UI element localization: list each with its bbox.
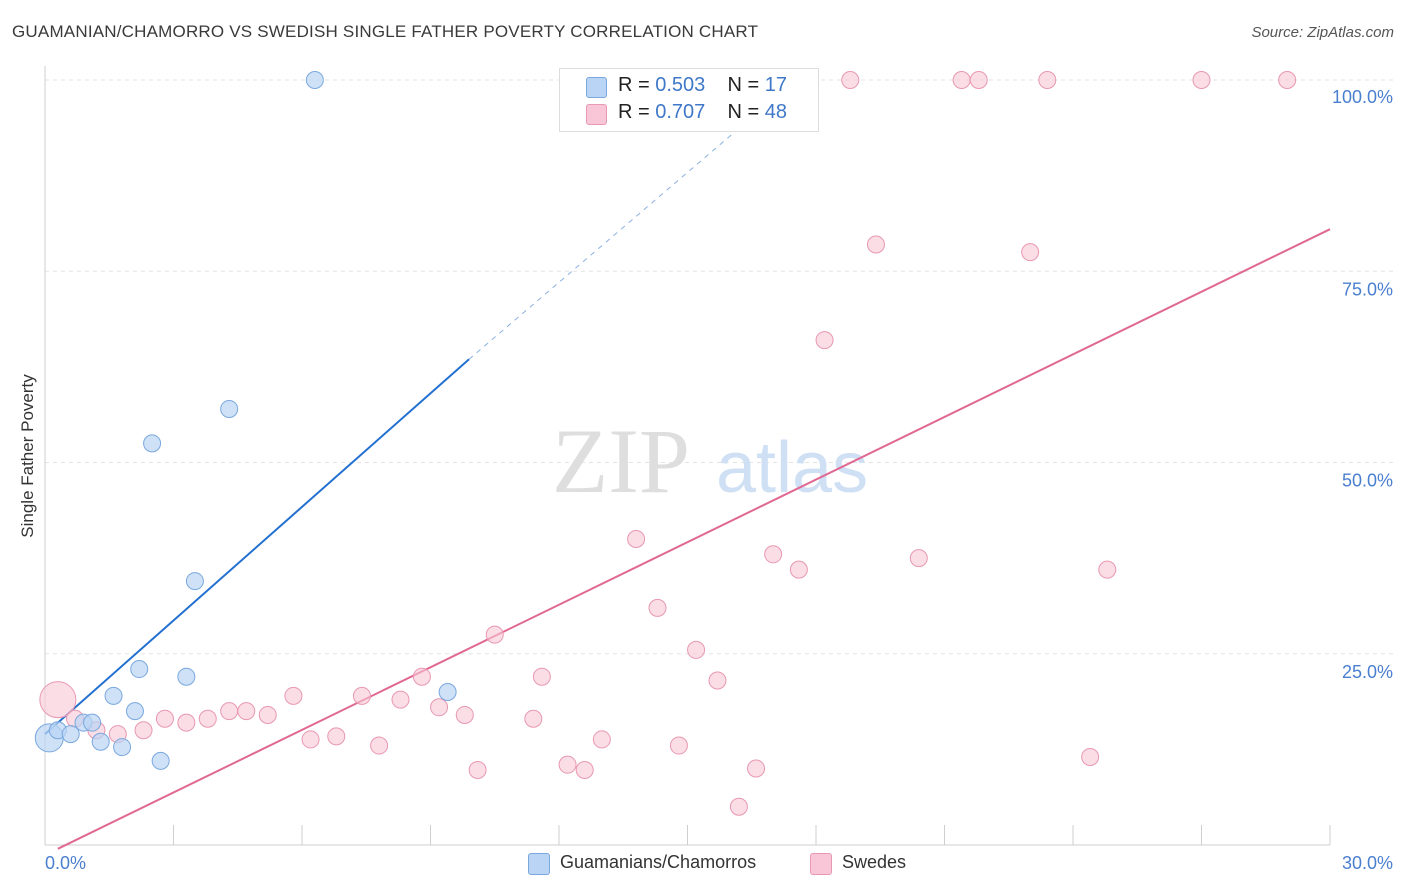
swedes-point <box>352 686 371 705</box>
swedes-point <box>391 690 410 709</box>
guamanians-point <box>305 71 324 89</box>
tick-labels: 25.0% 50.0% 75.0% 100.0% 0.0% 30.0% <box>45 87 1393 873</box>
guamanians-legend-label: Guamanians/Chamorros <box>560 852 757 872</box>
r-value-guamanians: 0.503 <box>655 74 706 96</box>
swedes-point <box>909 549 928 568</box>
swedes-point <box>789 560 808 579</box>
trend-line-swedes <box>57 228 1331 850</box>
chart-title: GUAMANIAN/CHAMORRO VS SWEDISH SINGLE FAT… <box>12 22 759 41</box>
swedes-point <box>301 730 320 749</box>
guamanians-point <box>125 702 144 721</box>
swedes-point <box>1278 71 1297 89</box>
legend-text-swedes: R = 0.707 N = 48 <box>618 101 788 123</box>
n-value-swedes: 48 <box>764 101 788 123</box>
r-value-swedes: 0.707 <box>655 101 706 123</box>
swedes-legend-swatch <box>810 853 832 875</box>
swedes-point <box>815 331 834 350</box>
swedes-point <box>370 736 389 755</box>
y-axis-label: Single Father Poverty <box>18 374 37 538</box>
x-tick-label-0: 0.0% <box>45 853 86 873</box>
watermark-zip: ZIP <box>552 410 690 512</box>
data-points <box>34 71 1297 816</box>
guamanians-point <box>91 732 110 751</box>
swedes-point <box>729 797 748 816</box>
swedes-point <box>327 727 346 746</box>
swedes-point <box>648 598 667 617</box>
swedes-point <box>220 702 239 721</box>
swedes-point <box>575 761 594 780</box>
swedes-legend-label: Swedes <box>842 852 907 872</box>
watermark: ZIP atlas <box>552 410 868 512</box>
swedes-point <box>430 698 449 717</box>
axes <box>44 66 1331 846</box>
y-tick-label-2: 75.0% <box>1342 279 1393 299</box>
swedes-point <box>708 671 727 690</box>
swedes-point <box>1038 71 1057 89</box>
n-value-guamanians: 17 <box>764 74 788 96</box>
guamanians-point <box>220 399 239 418</box>
swedes-point <box>952 71 971 89</box>
guamanians-point <box>104 686 123 705</box>
y-tick-label-0: 25.0% <box>1342 662 1393 682</box>
guamanians-point <box>113 738 132 757</box>
trend-line-guamanians <box>44 358 470 735</box>
swedes-point <box>134 721 153 740</box>
swedes-point <box>1021 243 1040 262</box>
x-tick-label-1: 30.0% <box>1342 853 1393 873</box>
swedes-point <box>1192 71 1211 89</box>
swedes-point <box>747 759 766 778</box>
trend-line-guamanians-extension <box>468 98 774 360</box>
y-tick-label-3: 100.0% <box>1332 87 1393 107</box>
guamanians-swatch <box>586 77 607 98</box>
guamanians-point <box>177 667 196 686</box>
swedes-point <box>155 709 174 728</box>
swedes-point <box>1081 748 1100 767</box>
swedes-point <box>258 705 277 724</box>
swedes-point <box>198 709 217 728</box>
swedes-point <box>177 713 196 732</box>
swedes-point <box>412 667 431 686</box>
guamanians-point <box>438 683 457 701</box>
guamanians-point <box>185 572 204 591</box>
swedes-point <box>1098 560 1117 579</box>
guamanians-point <box>61 725 80 744</box>
swedes-point <box>468 761 487 780</box>
swedes-point <box>592 730 611 749</box>
swedes-point <box>866 235 885 254</box>
swedes-point <box>764 545 783 564</box>
gridlines <box>45 79 1395 655</box>
guamanians-point <box>130 660 149 679</box>
swedes-point <box>669 736 688 755</box>
swedes-point <box>485 625 504 644</box>
swedes-point <box>532 667 551 686</box>
y-tick-label-1: 50.0% <box>1342 471 1393 491</box>
swedes-point <box>627 530 646 548</box>
guamanians-point <box>83 713 102 732</box>
swedes-point <box>284 686 303 705</box>
source-credit: Source: ZipAtlas.com <box>1251 24 1394 41</box>
legend-text-guamanians: R = 0.503 N = 17 <box>618 74 788 96</box>
guamanians-point <box>143 434 162 453</box>
swedes-point <box>841 71 860 89</box>
guamanians-legend-swatch <box>528 853 550 875</box>
swedes-point <box>969 71 988 89</box>
swedes-point <box>687 640 706 659</box>
swedes-point <box>237 702 256 721</box>
swedes-point <box>455 705 474 724</box>
swedes-point <box>558 755 577 774</box>
watermark-atlas: atlas <box>716 428 868 508</box>
swedes-point <box>524 709 543 728</box>
guamanians-point <box>151 751 170 770</box>
swedes-swatch <box>586 104 607 125</box>
swedes-point <box>39 681 77 719</box>
correlation-legend: R = 0.503 N = 17 R = 0.707 N = 48 <box>559 68 819 132</box>
trend-lines <box>44 98 1331 850</box>
